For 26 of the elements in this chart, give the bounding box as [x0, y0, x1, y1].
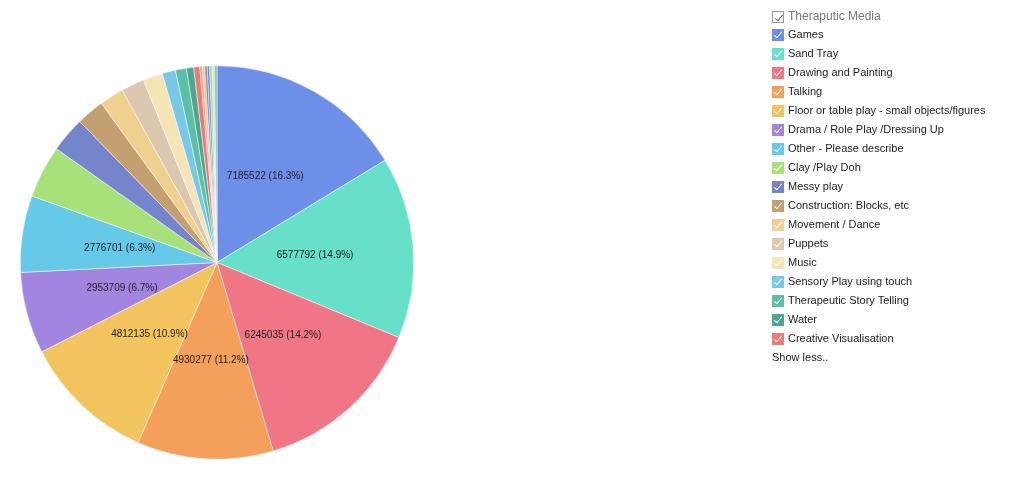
data-label: 4930277 (11.2%) — [172, 354, 249, 366]
legend-label: Sensory Play using touch — [787, 275, 914, 289]
data-label: 4812135 (10.9%) — [111, 327, 188, 339]
legend-label: Movement / Dance — [787, 218, 882, 232]
data-label: 2953709 (6.7%) — [86, 281, 158, 293]
legend-title: Theraputic Media — [787, 9, 882, 25]
data-label: 6577792 (14.9%) — [276, 248, 354, 260]
legend-label: Puppets — [787, 237, 830, 251]
legend-label: Drama / Role Play /Dressing Up — [787, 123, 945, 137]
data-label: 2776701 (6.3%) — [84, 241, 156, 253]
legend-label: Other - Please describe — [787, 142, 905, 156]
legend-label: Construction: Blocks, etc — [787, 199, 911, 213]
legend-label: Floor or table play - small objects/figures — [787, 104, 986, 118]
legend-label: Drawing and Painting — [787, 66, 894, 80]
legend-label: Sand Tray — [787, 47, 840, 61]
legend-label: Creative Visualisation — [787, 332, 895, 346]
legend-label: Talking — [787, 85, 824, 99]
legend-label: Therapeutic Story Telling — [787, 294, 910, 308]
legend-label: Clay /Play Doh — [787, 161, 862, 175]
data-label: 6245035 (14.2%) — [244, 329, 322, 341]
text: Show less.. — [772, 351, 830, 365]
legend-label: Games — [787, 28, 825, 42]
legend-label: Music — [787, 256, 818, 270]
legend-label: Messy play — [787, 180, 845, 194]
legend-label: Water — [787, 313, 818, 327]
data-label: 7185522 (16.3%) — [226, 170, 304, 182]
